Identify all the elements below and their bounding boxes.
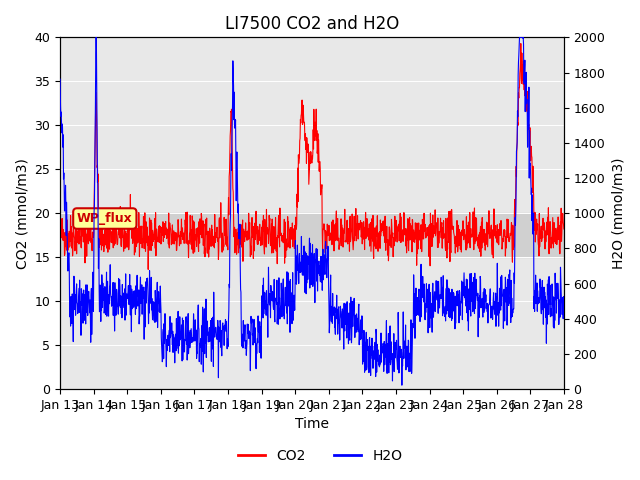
- Title: LI7500 CO2 and H2O: LI7500 CO2 and H2O: [225, 15, 399, 33]
- Legend: CO2, H2O: CO2, H2O: [232, 443, 408, 468]
- X-axis label: Time: Time: [295, 418, 329, 432]
- Y-axis label: CO2 (mmol/m3): CO2 (mmol/m3): [15, 158, 29, 269]
- Bar: [60, 213, 564, 257]
- Y-axis label: H2O (mmol/m3): H2O (mmol/m3): [611, 157, 625, 269]
- Text: WP_flux: WP_flux: [77, 212, 132, 225]
